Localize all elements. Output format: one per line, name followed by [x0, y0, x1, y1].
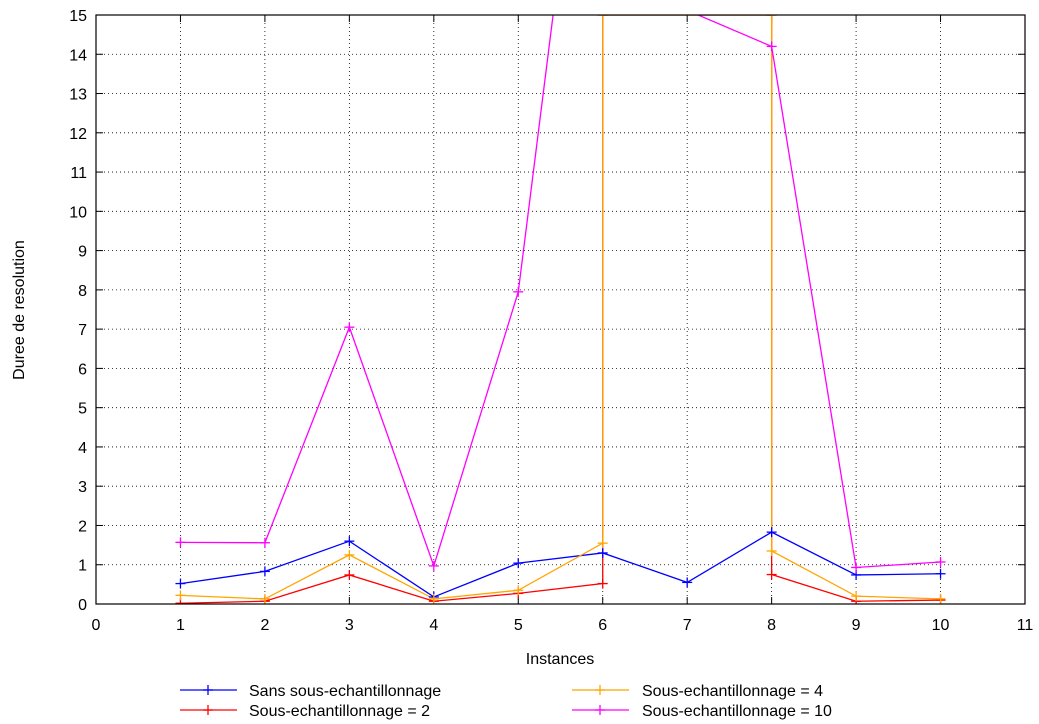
y-tick-label: 6: [78, 361, 87, 378]
data-point: [766, 545, 777, 556]
y-tick-label: 5: [78, 401, 87, 418]
data-point: [259, 593, 270, 604]
y-axis-title: Duree de resolution: [11, 240, 28, 380]
data-point: [513, 286, 524, 297]
data-point: [935, 593, 946, 604]
data-point: [259, 566, 270, 577]
data-point: [513, 558, 524, 569]
x-tick-labels: 0 1 2 3 4 5 6 7 8 9 10 11: [92, 617, 1034, 634]
data-point: [851, 562, 862, 573]
legend-label: Sans sous-echantillonnage: [249, 683, 441, 700]
x-tick-label: 1: [176, 617, 185, 634]
series-layer: [180, 15, 941, 604]
legend-item: Sous-echantillonnage = 10: [572, 703, 832, 720]
data-point: [766, 569, 777, 580]
legend-item: Sans sous-echantillonnage: [180, 683, 441, 700]
data-point: [597, 578, 608, 589]
x-tick-label: 6: [598, 617, 607, 634]
x-tick-label: 4: [429, 617, 438, 634]
legend-label: Sous-echantillonnage = 2: [249, 703, 430, 720]
marker-layer: [175, 15, 946, 604]
data-point: [682, 577, 693, 588]
legend-label: Sous-echantillonnage = 4: [642, 683, 823, 700]
data-point: [428, 593, 439, 604]
legend-label: Sous-echantillonnage = 10: [642, 703, 832, 720]
y-tick-label: 15: [69, 8, 87, 25]
data-point: [766, 527, 777, 538]
data-point: [851, 591, 862, 602]
data-point: [175, 537, 186, 548]
x-tick-label: 2: [260, 617, 269, 634]
data-point: [935, 568, 946, 579]
data-point: [766, 15, 777, 20]
data-point: [259, 537, 270, 548]
data-point: [344, 569, 355, 580]
data-point: [597, 15, 608, 20]
plot-frame: [95, 14, 1026, 605]
data-point: [597, 538, 608, 549]
x-tick-label: 10: [932, 617, 950, 634]
y-tick-label: 0: [78, 597, 87, 614]
y-tick-label: 14: [69, 47, 87, 64]
y-tick-label: 10: [69, 204, 87, 221]
data-point: [766, 41, 777, 52]
data-point: [597, 547, 608, 558]
data-point: [935, 556, 946, 567]
data-point: [344, 536, 355, 547]
x-tick-label: 0: [92, 617, 101, 634]
legend: Sans sous-echantillonnage Sous-echantillo…: [180, 683, 832, 720]
y-tick-label: 4: [78, 440, 87, 457]
y-tick-label: 12: [69, 126, 87, 143]
legend-item: Sous-echantillonnage = 2: [180, 703, 430, 720]
y-tick-label: 11: [70, 165, 87, 182]
y-tick-label: 9: [78, 244, 87, 261]
x-tick-label: 5: [514, 617, 523, 634]
x-tick-label: 8: [767, 617, 776, 634]
data-point: [513, 585, 524, 596]
data-point: [175, 590, 186, 601]
x-tick-label: 9: [852, 617, 861, 634]
x-tick-label: 11: [1017, 617, 1034, 634]
series-line-2: [180, 15, 941, 604]
data-point: [344, 549, 355, 560]
series-line-3: [180, 15, 941, 600]
series-line-4: [180, 15, 941, 569]
y-tick-label: 2: [78, 518, 87, 535]
series-line-1: [180, 531, 941, 598]
x-tick-label: 3: [345, 617, 354, 634]
grid: [95, 14, 1026, 605]
legend-item: Sous-echantillonnage = 4: [572, 683, 823, 700]
y-tick-label: 8: [78, 283, 87, 300]
y-tick-label: 1: [78, 558, 87, 575]
data-point: [428, 560, 439, 571]
data-point: [344, 322, 355, 333]
y-tick-label: 13: [69, 87, 87, 104]
data-point: [175, 578, 186, 589]
y-tick-label: 7: [78, 322, 87, 339]
x-axis-title: Instances: [526, 651, 594, 668]
y-tick-label: 3: [78, 479, 87, 496]
x-tick-label: 7: [683, 617, 692, 634]
